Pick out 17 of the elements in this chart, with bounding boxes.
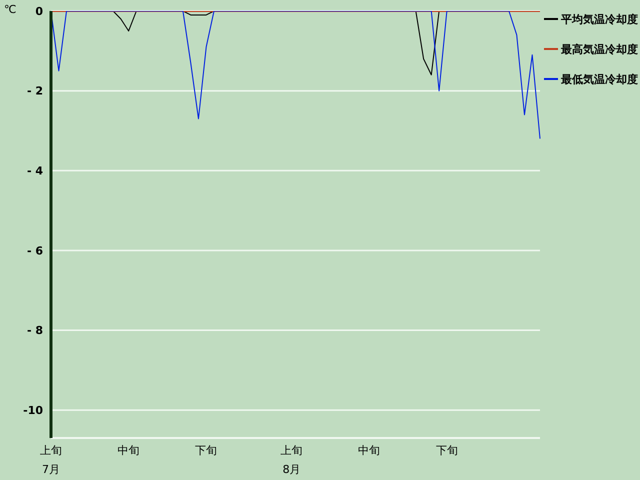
y-tick-label: -10 [23, 404, 44, 417]
x-tick-label: 下旬 [195, 444, 218, 457]
x-tick-label: 上旬 8月 [280, 444, 303, 476]
y-tick-label: - 8 [26, 324, 43, 338]
x-tick-label: 中旬 [118, 444, 140, 457]
line-series [50, 11, 540, 140]
x-tick-label: 中旬 [358, 444, 380, 457]
legend-label: 最低気温冷却度 [561, 72, 638, 86]
x-tick-label: 下旬 [436, 444, 458, 457]
y-tick-label: - 2 [26, 84, 43, 98]
y-tick-label: - 6 [26, 244, 44, 258]
legend-label: 平均気温冷却度 [561, 12, 638, 26]
x-tick-label: 上旬 7月 [40, 444, 62, 476]
y-tick-label: - 4 [26, 164, 44, 178]
legend-label: 最高気温冷却度 [561, 42, 638, 56]
y-tick-label: 0 [35, 4, 44, 18]
y-axis-title: ℃ [4, 3, 16, 16]
